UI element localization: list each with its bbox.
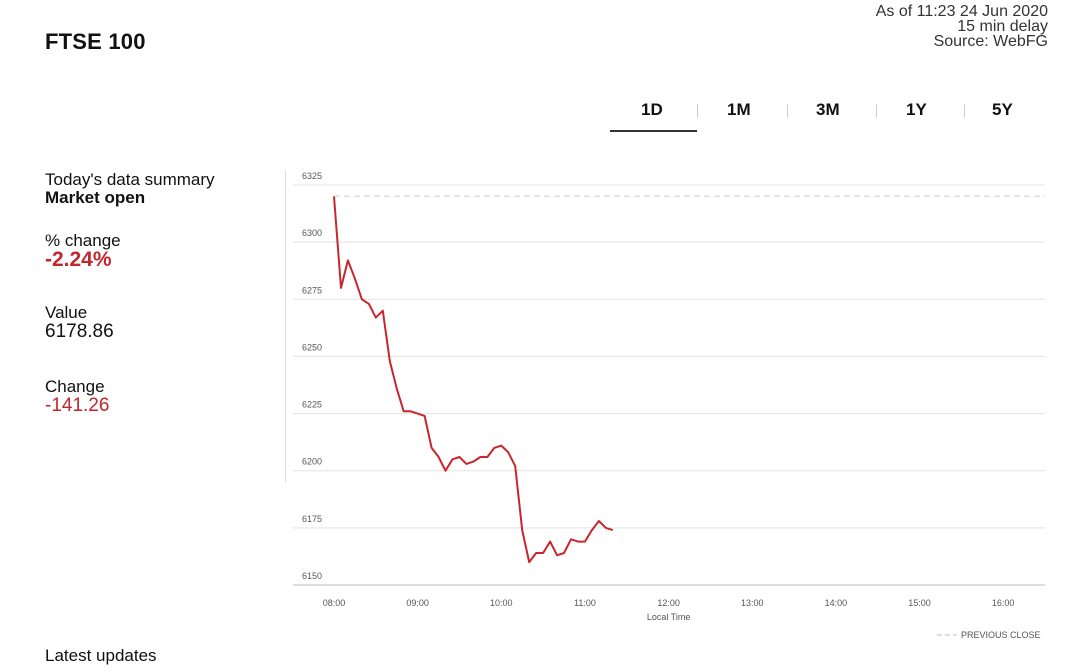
change-value: -141.26 — [45, 395, 110, 416]
summary-heading: Today's data summary — [45, 170, 215, 189]
meta-info: As of 11:23 24 Jun 2020 15 min delay Sou… — [875, 3, 1048, 50]
tab-separator — [697, 104, 698, 118]
y-tick-label: 6225 — [302, 400, 322, 410]
tab-separator — [964, 104, 965, 118]
source-text: Source: WebFG — [933, 33, 1048, 50]
x-tick-label: 10:00 — [490, 598, 513, 608]
tab-separator — [876, 104, 877, 118]
market-status: Market open — [45, 188, 146, 207]
y-tick-label: 6200 — [302, 457, 322, 467]
range-tabs: 1D 1M 3M 1Y 5Y — [610, 96, 1048, 132]
tab-5y[interactable]: 5Y — [992, 100, 1013, 119]
as-of-text: As of 11:23 24 Jun 2020 — [875, 3, 1048, 20]
page-title: FTSE 100 — [45, 29, 146, 54]
y-tick-label: 6250 — [302, 342, 322, 352]
y-tick-label: 6275 — [302, 285, 322, 295]
legend-previous-close: PREVIOUS CLOSE — [961, 630, 1041, 640]
summary-divider — [285, 170, 286, 482]
y-tick-label: 6175 — [302, 514, 322, 524]
x-axis-label: Local Time — [647, 612, 691, 622]
pct-change-label: % change — [45, 231, 121, 250]
value-label: Value — [45, 303, 88, 322]
change-label: Change — [45, 377, 105, 396]
x-tick-label: 11:00 — [574, 598, 596, 608]
x-tick-label: 13:00 — [741, 598, 764, 608]
value-value: 6178.86 — [45, 321, 114, 342]
x-tick-label: 09:00 — [406, 598, 429, 608]
x-tick-label: 08:00 — [323, 598, 346, 608]
x-tick-label: 16:00 — [992, 598, 1015, 608]
y-tick-label: 6325 — [302, 171, 322, 181]
tab-3m[interactable]: 3M — [816, 100, 840, 119]
y-tick-label: 6150 — [302, 571, 322, 581]
selected-tab-underline — [610, 130, 697, 132]
pct-change-value: -2.24% — [45, 248, 112, 271]
data-summary: Today's data summary Market open % chang… — [45, 171, 275, 416]
latest-updates-heading: Latest updates — [45, 646, 157, 665]
delay-text: 15 min delay — [957, 18, 1048, 35]
series-line — [333, 196, 614, 564]
x-tick-label: 12:00 — [657, 598, 680, 608]
tab-separator — [787, 104, 788, 118]
y-tick-label: 6300 — [302, 228, 322, 238]
tab-1d[interactable]: 1D — [641, 100, 663, 119]
x-tick-label: 14:00 — [825, 598, 848, 608]
tab-1y[interactable]: 1Y — [906, 100, 927, 119]
x-tick-label: 15:00 — [908, 598, 931, 608]
tab-1m[interactable]: 1M — [727, 100, 751, 119]
